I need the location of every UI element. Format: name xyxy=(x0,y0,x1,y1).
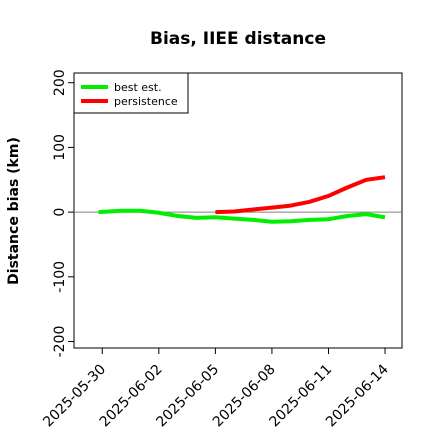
y-tick-label: -100 xyxy=(52,261,68,293)
y-axis-label: Distance bias (km) xyxy=(6,137,22,285)
y-tick-label: 0 xyxy=(52,208,68,217)
legend-label-best-est: best est. xyxy=(114,81,162,94)
axis-layer: -200-10001002002025-05-302025-06-022025-… xyxy=(40,69,392,430)
y-tick-label: 200 xyxy=(52,69,68,96)
series-layer xyxy=(98,175,386,224)
legend-label-persistence: persistence xyxy=(114,95,178,108)
chart-title: Bias, IIEE distance xyxy=(150,29,326,49)
series-line-1 xyxy=(215,175,386,215)
y-tick-label: -200 xyxy=(52,326,68,358)
y-tick-label: 100 xyxy=(52,134,68,161)
series-line-0 xyxy=(98,208,386,224)
legend-box xyxy=(73,72,189,114)
plot-frame xyxy=(73,72,403,349)
legend: best est. persistence xyxy=(73,72,189,114)
